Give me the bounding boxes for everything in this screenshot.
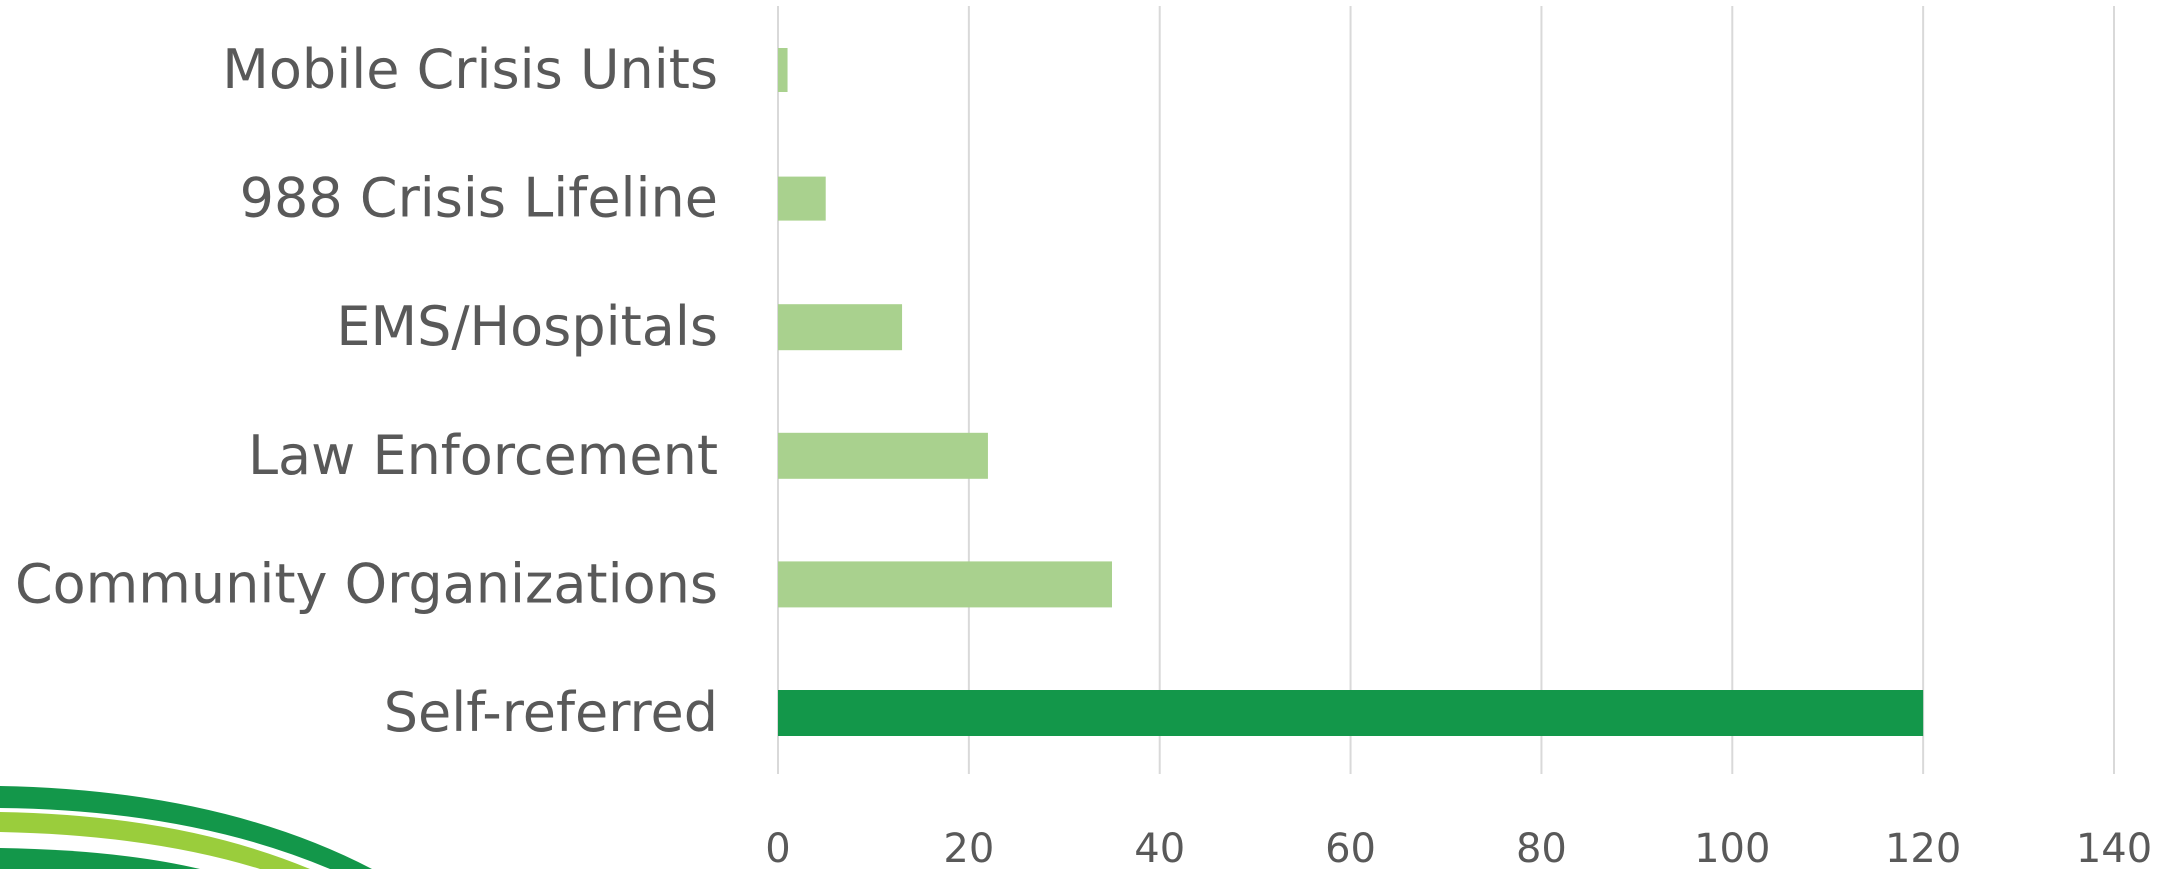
bar-988-crisis-lifeline [778,176,826,221]
corner-swoosh-decoration [0,786,372,869]
x-tick-label-120: 120 [1885,826,1961,869]
x-tick-label-0: 0 [765,826,790,869]
bars [778,48,1924,736]
category-labels: Mobile Crisis Units 988 Crisis Lifeline EM… [15,38,718,744]
category-label-law-enforcement: Law Enforcement [248,424,718,487]
bar-community-organizations [778,561,1112,608]
category-label-community-organizations: Community Organizations [15,552,718,615]
x-tick-label-80: 80 [1516,826,1567,869]
category-label-self-referred: Self-referred [384,681,718,744]
x-tick-label-60: 60 [1325,826,1376,869]
bar-ems-hospitals [778,304,903,351]
x-tick-label-100: 100 [1694,826,1770,869]
bar-law-enforcement [778,432,988,479]
bar-self-referred [778,690,1924,736]
bar-mobile-crisis-units [778,48,788,92]
swoosh-light-green [0,812,310,869]
category-label-mobile-crisis-units: Mobile Crisis Units [222,38,718,101]
swoosh-dark-green-lower [0,848,200,869]
swoosh-dark-green [0,786,372,869]
category-label-ems-hospitals: EMS/Hospitals [336,295,718,358]
x-tick-label-40: 40 [1134,826,1185,869]
vertical-gridlines [967,6,2115,774]
category-label-988-crisis-lifeline: 988 Crisis Lifeline [240,167,718,230]
x-tick-label-20: 20 [943,826,994,869]
x-tick-label-140: 140 [2076,826,2152,869]
x-axis-tick-labels: 0 20 40 60 80 100 120 140 [765,826,2152,869]
